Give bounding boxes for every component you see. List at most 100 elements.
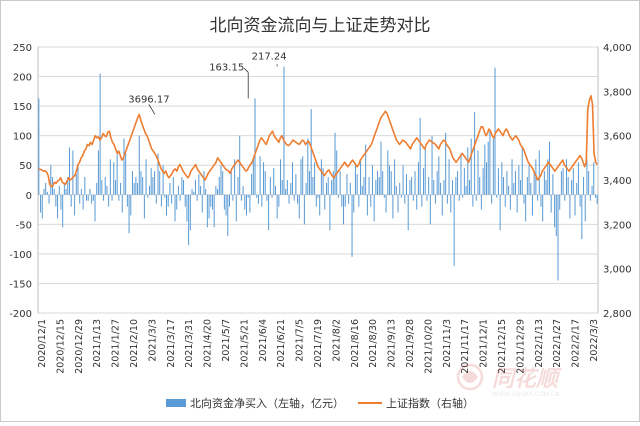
bar — [75, 174, 77, 195]
bar — [416, 194, 418, 210]
bar — [302, 156, 304, 195]
bar — [268, 194, 270, 231]
bar — [583, 177, 585, 195]
bar — [337, 194, 339, 198]
bar — [200, 185, 202, 195]
bar — [326, 182, 328, 195]
bar — [489, 129, 491, 195]
x-tick-label: 2021/8/16 — [350, 319, 361, 368]
bar — [468, 180, 470, 195]
bar — [479, 177, 481, 195]
bar — [135, 177, 137, 195]
bar — [514, 171, 516, 195]
bar — [41, 194, 43, 219]
bar — [86, 194, 88, 201]
bar — [457, 171, 459, 195]
bar — [169, 182, 171, 195]
bar — [228, 194, 230, 207]
bar — [554, 194, 556, 228]
bar — [257, 194, 259, 204]
bar — [448, 159, 450, 195]
bar — [332, 171, 334, 195]
bar — [298, 194, 300, 219]
bar — [356, 174, 358, 195]
bar — [380, 141, 382, 195]
bar — [63, 182, 65, 195]
right-tick-label: 2,800 — [603, 309, 632, 320]
bar — [167, 194, 169, 207]
bar — [285, 188, 287, 195]
right-tick-label: 3,600 — [603, 132, 632, 143]
bar — [92, 194, 94, 201]
bar — [392, 194, 394, 219]
bar — [194, 180, 196, 195]
bar — [419, 117, 421, 195]
bar — [177, 185, 179, 195]
bar — [455, 177, 457, 195]
bar — [540, 194, 542, 207]
bar — [394, 159, 396, 195]
bar — [513, 182, 515, 195]
x-tick-label: 2021/8/30 — [368, 319, 379, 368]
bar — [552, 174, 554, 195]
bar — [104, 177, 106, 195]
bar — [114, 180, 116, 195]
right-tick-label: 3,000 — [603, 265, 632, 276]
bar — [126, 194, 128, 207]
bar — [312, 177, 314, 195]
bar — [548, 141, 550, 195]
bar — [240, 194, 242, 201]
x-tick-label: 2021/12/15 — [497, 319, 508, 374]
bar — [60, 194, 62, 210]
bar — [588, 171, 590, 195]
bar — [557, 194, 559, 281]
bar — [504, 194, 506, 207]
bar — [537, 194, 539, 201]
bar — [533, 171, 535, 195]
annotation-layer: 163.15 217.24 3696.17 — [128, 51, 287, 115]
bar — [417, 162, 419, 195]
series-line — [38, 94, 598, 188]
bar — [531, 194, 533, 216]
bar — [222, 171, 224, 195]
x-tick-label: 2021/7/5 — [295, 319, 306, 362]
bar — [314, 162, 316, 195]
bar — [252, 159, 254, 195]
bar — [354, 165, 356, 195]
bar — [203, 171, 205, 195]
bar — [274, 185, 276, 195]
bar — [509, 194, 511, 210]
bar — [339, 171, 341, 195]
bar — [108, 194, 110, 207]
bar — [271, 194, 273, 198]
bar — [341, 194, 343, 207]
bar — [46, 191, 48, 195]
right-tick-label: 3,200 — [603, 220, 632, 231]
legend-bar-swatch — [166, 399, 186, 407]
bar — [281, 180, 283, 195]
watermark-logo-swirl-icon — [462, 371, 478, 383]
bar — [218, 177, 220, 195]
x-tick-label: 2021/2/10 — [129, 319, 140, 368]
bar — [521, 147, 523, 195]
bars-layer — [38, 66, 598, 281]
bar — [283, 66, 285, 195]
bar — [317, 194, 319, 198]
x-tick-label: 2021/6/4 — [258, 319, 269, 362]
left-tick-label: 0 — [26, 191, 32, 202]
left-tick-label: -100 — [9, 250, 32, 261]
bar — [574, 194, 576, 216]
x-tick-label: 2022/2/17 — [571, 319, 582, 368]
bar — [264, 171, 266, 195]
bar — [511, 159, 513, 195]
bar — [584, 194, 586, 222]
bar — [130, 194, 132, 216]
bar — [503, 177, 505, 195]
bar — [220, 165, 222, 195]
x-tick-label: 2021/3/31 — [184, 319, 195, 368]
bar — [528, 165, 530, 195]
bar — [50, 165, 52, 195]
bar — [147, 194, 149, 198]
bar — [572, 168, 574, 195]
x-tick-label: 2022/3/3 — [589, 319, 600, 362]
